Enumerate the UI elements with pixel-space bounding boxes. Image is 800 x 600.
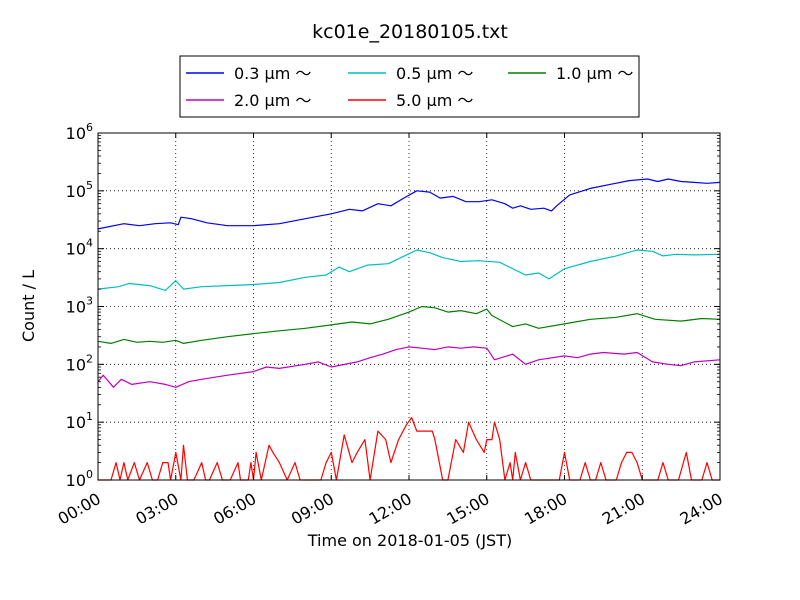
y-tick-base: 10 <box>66 355 86 374</box>
y-tick-exponent: 4 <box>86 237 93 250</box>
legend: 0.3 μm ～ 0.5 μm ～ 1.0 μm ～ 2.0 μm ～ 5.0 μm ～ <box>179 55 640 118</box>
y-tick-base: 10 <box>66 413 86 432</box>
y-tick-label: 105 <box>66 179 93 201</box>
series-line-0 <box>97 178 721 230</box>
y-tick-label: 106 <box>66 121 93 143</box>
y-tick-exponent: 2 <box>86 352 93 365</box>
series-line-2 <box>97 305 721 344</box>
y-tick-exponent: 3 <box>86 295 93 308</box>
plot-area <box>97 132 721 481</box>
series-lines <box>97 178 721 481</box>
y-tick-base: 10 <box>66 471 86 490</box>
legend-entry: 0.3 μm ～ <box>186 64 311 83</box>
legend-label: 5.0 μm ～ <box>396 91 473 110</box>
y-tick-exponent: 6 <box>86 121 93 134</box>
y-tick-label: 101 <box>66 410 93 432</box>
y-tick-exponent: 0 <box>86 468 93 481</box>
y-tick-label: 103 <box>66 295 93 317</box>
legend-label: 0.3 μm ～ <box>234 64 311 83</box>
legend-entry: 0.5 μm ～ <box>348 64 473 83</box>
y-tick-base: 10 <box>66 182 86 201</box>
legend-entries: 0.3 μm ～ 0.5 μm ～ 1.0 μm ～ 2.0 μm ～ 5.0 μm ～ <box>186 64 633 110</box>
chart-title: kc01e_20180105.txt <box>312 21 508 43</box>
legend-entry: 1.0 μm ～ <box>508 64 633 83</box>
y-tick-exponent: 1 <box>86 410 93 423</box>
y-tick-base: 10 <box>66 124 86 143</box>
series-line-4 <box>98 417 720 481</box>
axis-ticks <box>97 132 721 481</box>
y-tick-base: 10 <box>66 298 86 317</box>
legend-label: 1.0 μm ～ <box>556 64 633 83</box>
y-tick-base: 10 <box>66 240 86 259</box>
legend-box <box>179 55 640 118</box>
legend-label: 2.0 μm ～ <box>234 91 311 110</box>
y-tick-label: 100 <box>66 468 93 490</box>
legend-label: 0.5 μm ～ <box>396 64 473 83</box>
x-axis-label: Time on 2018-01-05 (JST) <box>307 531 512 550</box>
legend-entry: 5.0 μm ～ <box>348 91 473 110</box>
y-tick-label: 102 <box>66 352 93 374</box>
legend-entry: 2.0 μm ～ <box>186 91 311 110</box>
y-tick-exponent: 5 <box>86 179 93 192</box>
y-axis-label: Count / L <box>19 270 38 342</box>
y-tick-label: 104 <box>66 237 93 259</box>
series-line-1 <box>97 249 721 291</box>
series-line-3 <box>97 346 721 388</box>
